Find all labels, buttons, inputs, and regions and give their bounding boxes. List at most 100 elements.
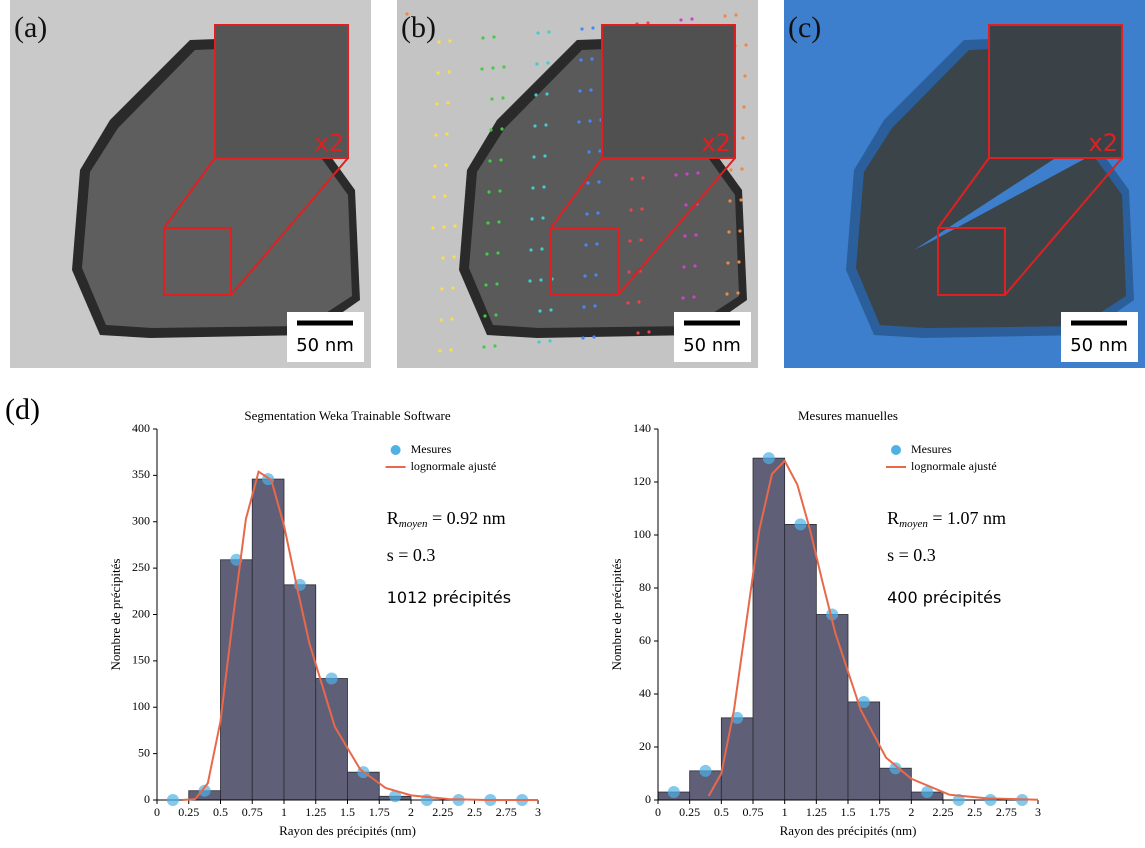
x-tick-label: 0.75: [242, 805, 263, 819]
x-tick-label: 2.5: [467, 805, 482, 819]
precipitate-dot: [540, 247, 544, 251]
x-tick-label: 0.5: [213, 805, 228, 819]
y-tick-label: 120: [633, 474, 651, 488]
precipitate-dot: [578, 89, 582, 93]
precipitate-dot: [585, 212, 589, 216]
precipitate-dot: [442, 225, 446, 229]
precipitate-dot: [484, 283, 488, 287]
precipitate-dot: [596, 211, 600, 215]
precipitate-dot: [405, 12, 409, 16]
precipitate-dot: [639, 238, 643, 242]
image-panel: x2 (c) 50 nm: [784, 0, 1145, 368]
precipitate-dot: [483, 314, 487, 318]
precipitate-dot: [534, 93, 538, 97]
precipitate-dot: [692, 295, 696, 299]
precipitate-dot: [682, 265, 686, 269]
precipitate-dot: [737, 260, 741, 264]
precipitate-dot: [451, 286, 455, 290]
zoom-label: x2: [315, 129, 344, 157]
precipitate-dot: [538, 309, 542, 313]
precipitate-dot: [723, 14, 727, 18]
x-tick-label: 0.75: [743, 805, 764, 819]
annotation-rest: = 1.07 nm: [928, 508, 1006, 528]
precipitate-dot: [743, 74, 747, 78]
precipitate-dot: [493, 344, 497, 348]
scale-bar-box: [287, 312, 364, 362]
histogram-bar: [752, 457, 786, 801]
scatter-point: [984, 794, 997, 806]
precipitate-dot: [481, 36, 485, 40]
precipitate-dot: [690, 17, 694, 21]
precipitate-dot: [448, 39, 452, 43]
legend-marker: [390, 445, 401, 455]
annotation: 1012 précipités: [387, 587, 511, 606]
precipitate-dot: [726, 261, 730, 265]
precipitate-dot: [628, 239, 632, 243]
precipitate-dot: [547, 30, 551, 34]
section-label: (d): [5, 393, 40, 426]
precipitate-dot: [588, 119, 592, 123]
x-tick-label: 1.25: [806, 805, 827, 819]
scatter-point: [198, 784, 211, 797]
annotation: Rmoyen = 1.07 nm: [887, 508, 1006, 529]
precipitate-dot: [685, 172, 689, 176]
y-tick-label: 60: [639, 633, 651, 647]
x-tick-label: 2.25: [432, 805, 453, 819]
annotation-subscript: moyen: [899, 517, 928, 529]
scatter-point: [166, 794, 179, 806]
precipitate-dot: [437, 40, 441, 44]
precipitate-dot: [501, 96, 505, 100]
x-tick-label: 1.75: [869, 805, 890, 819]
precipitate-dot: [443, 194, 447, 198]
precipitate-dot: [594, 273, 598, 277]
precipitate-dot: [626, 301, 630, 305]
precipitate-dot: [498, 189, 502, 193]
annotation-main: 400 précipités: [887, 587, 1001, 606]
zoom-box: [550, 227, 619, 296]
zoom-line: [1004, 157, 1123, 296]
legend-label: Mesures: [411, 442, 452, 456]
precipitate-dot: [694, 233, 698, 237]
x-tick-label: 2.75: [496, 805, 517, 819]
precipitate-dot: [640, 207, 644, 211]
x-axis-label: Rayon des précipités (nm): [279, 823, 416, 838]
scatter-point: [794, 518, 807, 531]
chart-title: Segmentation Weka Trainable Software: [244, 408, 451, 423]
x-tick-label: 3: [1035, 805, 1041, 819]
scale-bar-label: 50 nm: [683, 335, 741, 356]
precipitate-dot: [579, 58, 583, 62]
scatter-point: [389, 790, 402, 803]
precipitate-dot: [450, 317, 454, 321]
scale-bar-label: 50 nm: [1070, 335, 1128, 356]
histogram-bar: [784, 524, 817, 801]
precipitate-dot: [544, 123, 548, 127]
precipitate-dot: [494, 313, 498, 317]
precipitate-dot: [641, 176, 645, 180]
precipitate-dot: [595, 242, 599, 246]
precipitate-dot: [636, 331, 640, 335]
precipitate-dot: [489, 128, 493, 132]
y-tick-label: 20: [639, 739, 651, 753]
image-panel: x2 (b) 50 nm: [397, 0, 758, 368]
x-tick-label: 1: [782, 805, 788, 819]
zoom-line: [163, 157, 216, 229]
x-tick-label: 1.5: [841, 805, 856, 819]
y-tick-label: 0: [144, 792, 150, 806]
precipitate-dot: [445, 132, 449, 136]
y-tick-label: 100: [132, 699, 150, 713]
precipitate-dot: [530, 217, 534, 221]
precipitate-dot: [577, 120, 581, 124]
annotation-main: s = 0.3: [887, 545, 936, 565]
precipitate-dot: [674, 173, 678, 177]
fit-line: [182, 470, 538, 801]
histogram-bar: [847, 701, 881, 801]
precipitate-dot: [497, 220, 501, 224]
annotation-main: s = 0.3: [387, 545, 436, 565]
y-tick-label: 40: [639, 686, 651, 700]
annotation: 400 précipités: [887, 587, 1001, 606]
precipitate-dot: [681, 296, 685, 300]
x-tick-label: 3: [535, 805, 541, 819]
precipitate-dot: [446, 101, 450, 105]
y-tick-label: 150: [132, 653, 150, 667]
